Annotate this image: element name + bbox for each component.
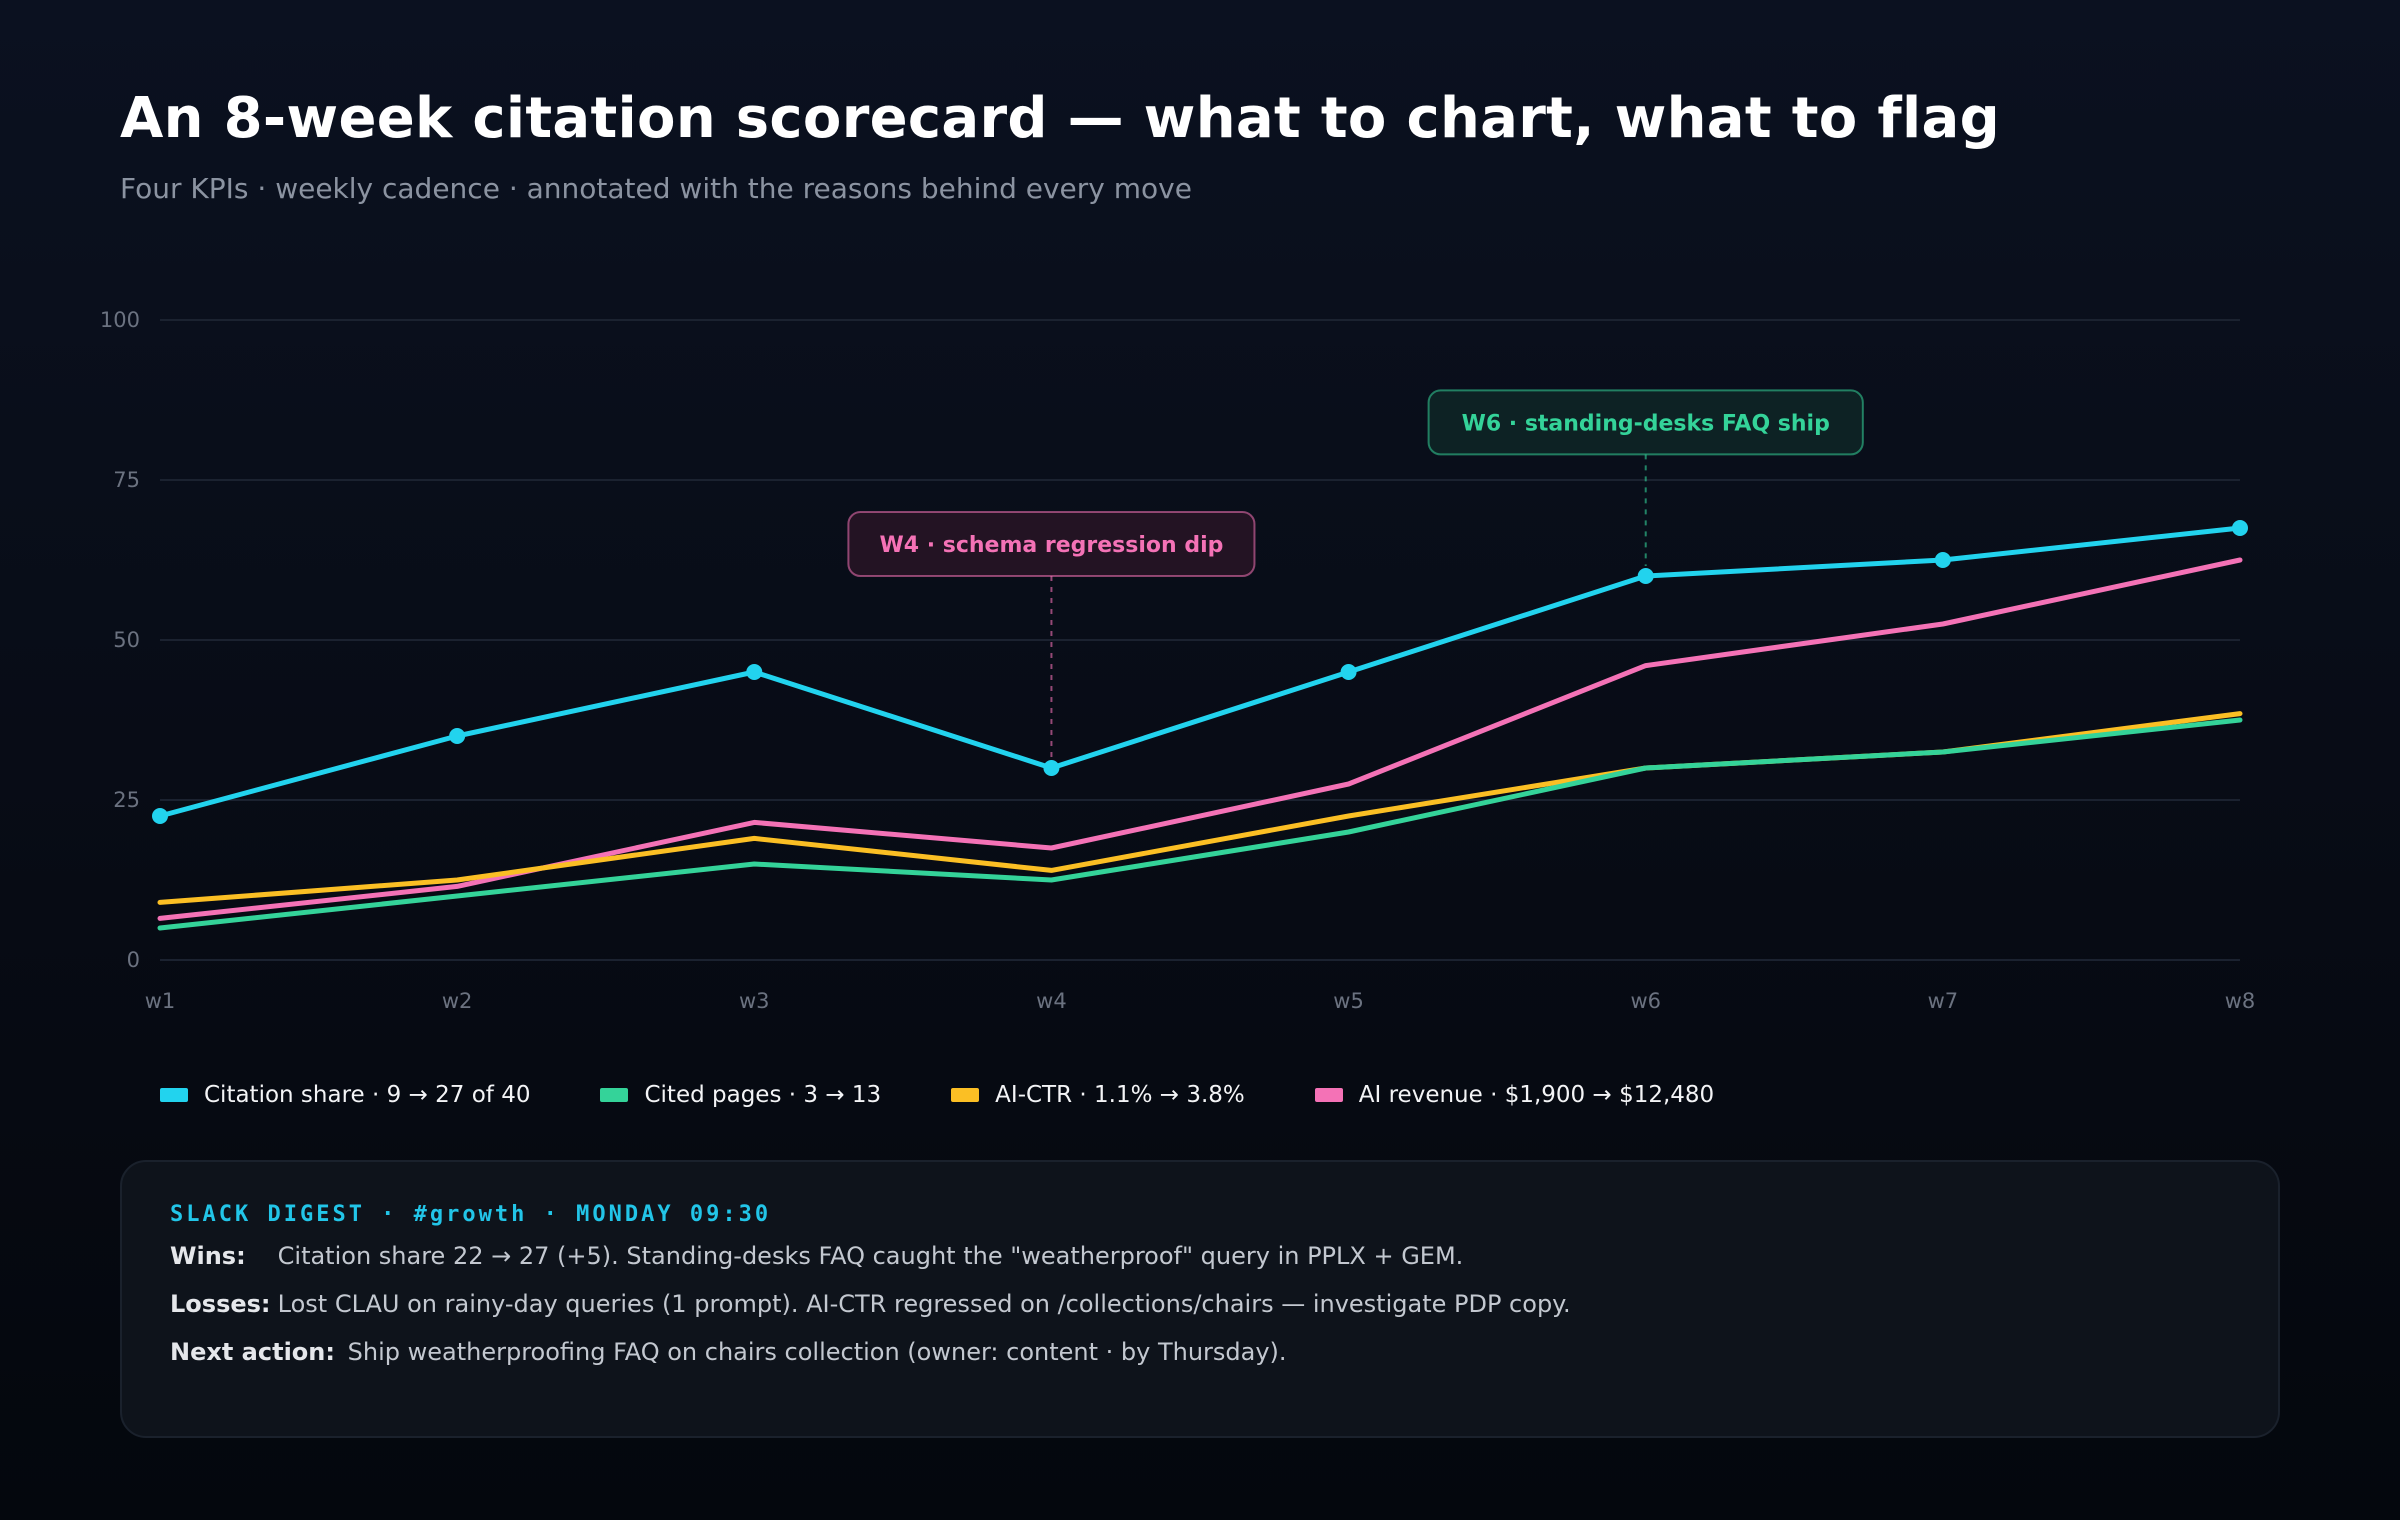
slack-digest-panel: SLACK DIGEST · #growth · MONDAY 09:30 Wi… [120,1160,2280,1438]
data-point [1934,552,1951,568]
legend-label: AI-CTR · 1.1% → 3.8% [995,1082,1245,1108]
data-point [1637,568,1654,584]
series-line [157,711,2243,905]
losses-label: Losses: [170,1290,271,1318]
legend: Citation share · 9 → 27 of 40 Cited page… [160,1082,1714,1108]
y-tick-label: 25 [113,788,140,812]
legend-label: Cited pages · 3 → 13 [644,1082,882,1108]
data-point [1043,760,1060,776]
legend-swatch [1314,1088,1343,1102]
series-line [157,557,2243,921]
legend-item-ai-revenue: AI revenue · $1,900 → $12,480 [1314,1082,1715,1108]
x-tick-label: w3 [739,989,770,1013]
annotation-box [847,511,1256,577]
series-line [157,525,2243,819]
digest-wins-row: Wins: Citation share 22 → 27 (+5). Stand… [170,1242,1463,1270]
legend-swatch [160,1088,188,1102]
legend-item-ai-ctr: AI-CTR · 1.1% → 3.8% [951,1082,1245,1108]
data-point [449,728,466,744]
x-tick-label: w2 [442,989,473,1013]
line-chart: 0 25 50 75 100 w1 w2 w3 w4 w5 w6 w7 w8 W4 · schema re… [100,308,2256,1013]
x-tick-label: w4 [1036,989,1067,1013]
y-tick-label: 75 [113,468,140,492]
x-tick-label: w6 [1630,989,1661,1013]
x-tick-label: w8 [2225,989,2256,1013]
legend-label: AI revenue · $1,900 → $12,480 [1358,1082,1715,1108]
data-point [1340,664,1357,680]
wins-text: Citation share 22 → 27 (+5). Standing-de… [277,1242,1464,1270]
legend-label: Citation share · 9 → 27 of 40 [204,1082,531,1108]
legend-swatch [600,1088,629,1102]
data-point [746,664,763,680]
digest-heading: SLACK DIGEST · #growth · MONDAY 09:30 [170,1202,772,1227]
digest-losses-row: Losses: Lost CLAU on rainy-day queries (… [170,1290,1571,1318]
annotation-label: W6 · standing-desks FAQ ship [1462,411,1830,436]
y-tick-label: 100 [100,308,140,332]
legend-swatch [951,1088,980,1102]
losses-text: Lost CLAU on rainy-day queries (1 prompt… [277,1290,1571,1318]
annotation-box [1427,389,1864,456]
legend-item-citation-share: Citation share · 9 → 27 of 40 [160,1082,530,1108]
digest-next-action-row: Next action: Ship weatherproofing FAQ on… [170,1338,1287,1366]
annotation-label: W4 · schema regression dip [879,533,1223,558]
data-point [152,808,168,824]
x-tick-label: w1 [145,989,176,1013]
chart-title: An 8-week citation scorecard — what to c… [120,86,2001,151]
y-tick-label: 0 [127,948,140,972]
chart-subtitle: Four KPIs · weekly cadence · annotated w… [120,172,1192,205]
next-action-label: Next action: [170,1338,335,1366]
next-action-text: Ship weatherproofing FAQ on chairs colle… [347,1338,1287,1366]
y-tick-label: 50 [113,628,140,652]
x-tick-label: w5 [1333,989,1364,1013]
series-line [157,717,2243,931]
legend-item-cited-pages: Cited pages · 3 → 13 [600,1082,881,1108]
data-point [2232,520,2248,536]
wins-label: Wins: [170,1242,246,1270]
x-tick-label: w7 [1928,989,1959,1013]
